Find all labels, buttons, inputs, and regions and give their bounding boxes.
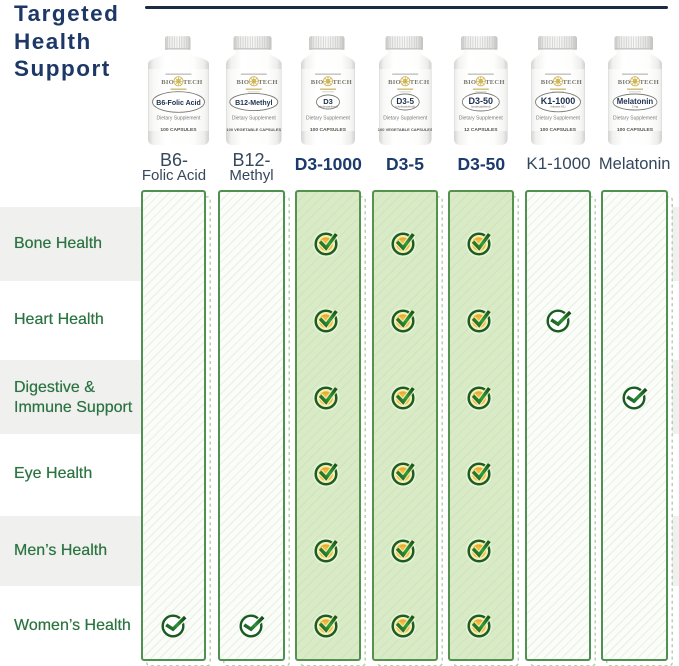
svg-text:Dietary Supplement: Dietary Supplement xyxy=(383,116,428,122)
svg-text:100 CAPSULES: 100 CAPSULES xyxy=(160,127,197,133)
svg-text:Dietary Supplement: Dietary Supplement xyxy=(157,116,202,122)
svg-text:TECH: TECH xyxy=(639,79,659,86)
svg-text:100 VEGETABLE CAPSULES: 100 VEGETABLE CAPSULES xyxy=(226,127,281,132)
svg-text:Dietary Supplement: Dietary Supplement xyxy=(536,116,581,122)
svg-text:B6-Folic Acid: B6-Folic Acid xyxy=(156,100,200,107)
svg-text:3 mg: 3 mg xyxy=(631,104,638,108)
svg-text:TECH: TECH xyxy=(333,79,353,86)
svg-text:BIO: BIO xyxy=(311,79,324,86)
svg-text:B12-Methyl: B12-Methyl xyxy=(235,100,272,107)
svg-text:100 CAPSULES: 100 CAPSULES xyxy=(540,127,577,133)
svg-text:BIO: BIO xyxy=(161,79,174,86)
svg-text:Dietary Supplement: Dietary Supplement xyxy=(306,116,351,122)
svg-text:TECH: TECH xyxy=(183,79,203,86)
svg-text:BIO: BIO xyxy=(236,79,249,86)
svg-text:BIO: BIO xyxy=(463,79,476,86)
svg-text:(cholecalciferol): (cholecalciferol) xyxy=(318,104,338,108)
svg-text:12 CAPSULES: 12 CAPSULES xyxy=(464,127,498,133)
svg-text:K1-1000: K1-1000 xyxy=(541,96,576,106)
svg-text:D3-50: D3-50 xyxy=(469,96,494,106)
svg-text:Dietary Supplement: Dietary Supplement xyxy=(231,116,276,122)
svg-text:TECH: TECH xyxy=(485,79,505,86)
svg-text:Melatonin: Melatonin xyxy=(616,97,653,106)
svg-text:100 VEGETABLE CAPSULES: 100 VEGETABLE CAPSULES xyxy=(378,127,432,132)
svg-text:BIO: BIO xyxy=(388,79,401,86)
svg-text:BIO: BIO xyxy=(541,79,554,86)
svg-text:TECH: TECH xyxy=(563,79,583,86)
svg-text:100 CAPSULES: 100 CAPSULES xyxy=(310,127,347,133)
svg-text:TECH: TECH xyxy=(258,79,278,86)
svg-text:(cholecalciferol): (cholecalciferol) xyxy=(395,104,415,108)
svg-text:D3-5: D3-5 xyxy=(396,97,414,106)
svg-text:100 CAPSULES: 100 CAPSULES xyxy=(616,127,653,133)
svg-text:Dietary Supplement: Dietary Supplement xyxy=(459,116,504,122)
svg-text:(vitamin K1): (vitamin K1) xyxy=(551,104,566,108)
svg-text:BIO: BIO xyxy=(617,79,630,86)
svg-text:TECH: TECH xyxy=(410,79,430,86)
svg-text:Dietary Supplement: Dietary Supplement xyxy=(613,116,658,122)
svg-text:D3: D3 xyxy=(323,97,333,106)
svg-text:(cholecalciferol): (cholecalciferol) xyxy=(471,104,491,108)
